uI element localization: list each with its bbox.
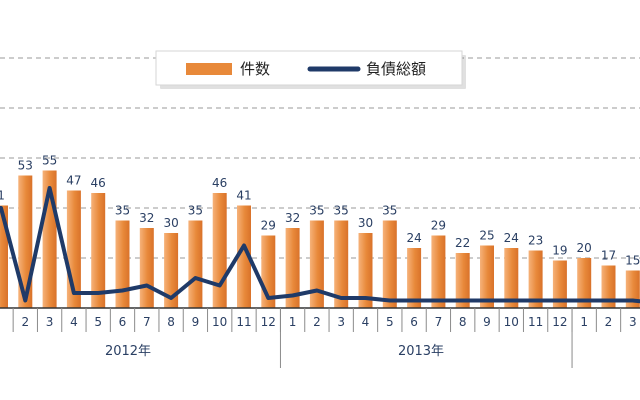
x-tick-label-11: 12 (261, 315, 276, 329)
bar-7 (164, 233, 179, 308)
legend-label-line: 負債総額 (366, 60, 426, 78)
value-label-23: 19 (552, 244, 567, 258)
value-label-19: 22 (455, 236, 470, 250)
x-tick-label-18: 7 (435, 315, 443, 329)
bar-23 (552, 260, 567, 308)
x-tick-label-24: 1 (580, 315, 588, 329)
line-series (0, 186, 640, 304)
x-tick-label-26: 3 (629, 315, 637, 329)
value-label-2: 55 (42, 154, 57, 168)
bar-12 (285, 228, 300, 308)
bar-19 (455, 253, 470, 308)
bar-4 (91, 193, 106, 308)
value-label-24: 20 (577, 241, 592, 255)
value-label-26: 15 (625, 254, 640, 268)
bar-9 (212, 193, 227, 308)
x-tick-label-9: 10 (212, 315, 227, 329)
value-label-11: 29 (261, 219, 276, 233)
value-label-7: 30 (163, 216, 178, 230)
legend-label-bar: 件数 (240, 60, 270, 78)
value-label-12: 32 (285, 211, 300, 225)
value-label-0: 1 (0, 189, 5, 203)
value-label-3: 47 (66, 174, 81, 188)
x-tick-label-2: 3 (46, 315, 54, 329)
value-label-14: 35 (334, 204, 349, 218)
value-label-8: 35 (188, 204, 203, 218)
value-label-21: 24 (504, 231, 519, 245)
value-label-17: 24 (406, 231, 421, 245)
x-tick-label-4: 5 (94, 315, 102, 329)
x-tick-label-14: 3 (337, 315, 345, 329)
bar-22 (528, 250, 543, 308)
bar-24 (577, 258, 592, 308)
value-label-22: 23 (528, 234, 543, 248)
value-label-9: 46 (212, 176, 227, 190)
value-label-4: 46 (91, 176, 106, 190)
x-tick-label-23: 12 (552, 315, 567, 329)
bar-5 (115, 220, 130, 308)
value-labels: 1 53 55 47 46 35 32 30 35 46 41 29 32 35 35 30 35 24 29 22 2… (0, 154, 640, 268)
bar-17 (407, 248, 422, 308)
bar-6 (139, 228, 154, 308)
legend: 件数 負債総額 (155, 50, 466, 89)
value-label-10: 41 (236, 189, 251, 203)
x-tick-label-20: 9 (483, 315, 491, 329)
x-tick-label-17: 6 (410, 315, 418, 329)
bar-8 (188, 220, 203, 308)
x-tick-label-1: 2 (21, 315, 29, 329)
x-tick-label-21: 10 (504, 315, 519, 329)
x-axis: 2 3 4 5 6 7 8 9 10 11 12 1 2 3 4 5 6 7 8 9 10 11 12 1 2 3 (0, 307, 640, 368)
x-tick-label-19: 8 (459, 315, 467, 329)
value-label-1: 53 (18, 159, 33, 173)
value-label-16: 35 (382, 204, 397, 218)
line-path (0, 186, 640, 304)
x-tick-label-22: 11 (528, 315, 543, 329)
bar-0 (0, 205, 8, 308)
x-tick-label-13: 2 (313, 315, 321, 329)
value-label-6: 32 (139, 211, 154, 225)
x-tick-label-12: 1 (289, 315, 297, 329)
x-tick-label-10: 11 (236, 315, 251, 329)
value-label-20: 25 (479, 229, 494, 243)
bar-10 (237, 205, 251, 308)
x-tick-label-25: 2 (605, 315, 613, 329)
legend-swatch-bar (186, 63, 232, 75)
bar-25 (601, 265, 616, 308)
x-tick-label-7: 8 (167, 315, 175, 329)
bar-18 (431, 235, 446, 308)
value-label-13: 35 (309, 204, 324, 218)
bar-15 (358, 233, 373, 308)
x-tick-label-8: 9 (192, 315, 200, 329)
bar-21 (504, 248, 519, 308)
value-label-15: 30 (358, 216, 373, 230)
x-tick-label-5: 6 (119, 315, 127, 329)
bar-20 (480, 245, 494, 308)
bar-14 (334, 220, 349, 308)
value-label-5: 35 (115, 204, 130, 218)
bar-series (0, 170, 640, 308)
value-label-25: 17 (601, 249, 616, 263)
x-tick-label-3: 4 (70, 315, 78, 329)
bar-13 (309, 220, 324, 308)
value-label-18: 29 (431, 219, 446, 233)
x-tick-label-15: 4 (362, 315, 370, 329)
year-label-2013: 2013年 (398, 344, 444, 359)
x-tick-label-6: 7 (143, 315, 151, 329)
x-tick-label-16: 5 (386, 315, 394, 329)
bar-16 (382, 220, 397, 308)
year-label-2012: 2012年 (105, 344, 151, 359)
